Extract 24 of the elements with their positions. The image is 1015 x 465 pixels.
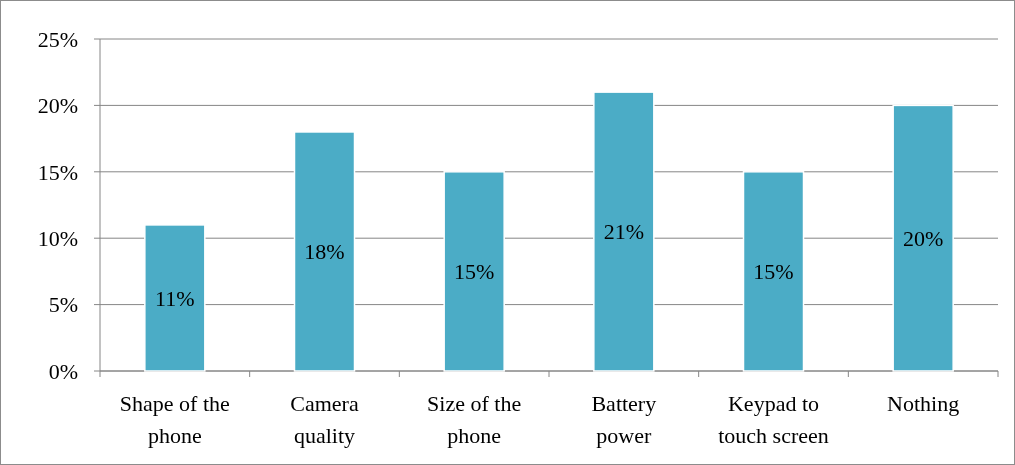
y-tick-label: 20% — [37, 93, 78, 119]
bar — [742, 171, 805, 372]
x-tick-label: Shape of the phone — [119, 391, 230, 448]
y-tick-label: 5% — [48, 292, 78, 318]
bar — [293, 131, 356, 372]
bar — [443, 171, 505, 372]
bar — [593, 91, 655, 372]
x-tick-label: Nothing — [887, 391, 960, 416]
x-tick-label: Keypad to touch screen — [718, 391, 829, 448]
x-tick-label: Size of the phone — [427, 391, 522, 448]
data-label: 15% — [454, 259, 495, 285]
bar — [144, 224, 206, 372]
data-label: 18% — [304, 239, 345, 265]
y-tick-label: 15% — [37, 159, 78, 185]
data-label: 15% — [753, 259, 794, 285]
y-tick-label: 25% — [37, 26, 78, 52]
y-tick-label: 10% — [37, 225, 78, 251]
y-tick-label: 0% — [48, 358, 78, 384]
x-tick-label: Battery power — [591, 391, 657, 448]
data-label: 11% — [155, 285, 195, 311]
data-label: 21% — [603, 219, 644, 245]
bar — [892, 104, 954, 372]
data-label: 20% — [903, 225, 944, 251]
x-tick-label: Camera quality — [290, 391, 359, 448]
